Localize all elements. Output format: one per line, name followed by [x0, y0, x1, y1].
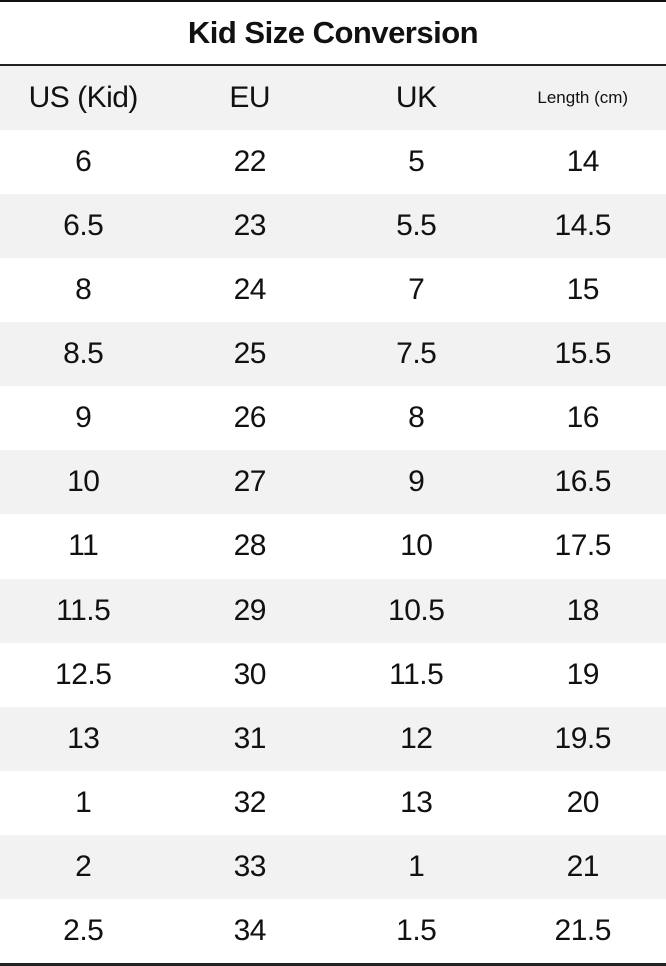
cell-eu: 23: [166, 194, 333, 259]
cell-us: 9: [75, 401, 92, 435]
cell-length: 16: [566, 401, 600, 435]
cell-eu: 30: [233, 657, 267, 691]
cell-us: 13: [0, 706, 167, 771]
title-rule: [0, 64, 666, 66]
cell-eu: 29: [166, 578, 333, 643]
cell-uk: 10: [400, 529, 433, 563]
cell-length: 14: [566, 145, 600, 179]
cell-us: 12.5: [55, 657, 112, 691]
cell-length: 21.5: [554, 913, 612, 947]
cell-length: 14.5: [499, 194, 666, 259]
cell-eu: 34: [233, 913, 267, 947]
header-row: US (Kid) EU UK Length (cm): [0, 66, 666, 131]
cell-us: 8: [75, 273, 92, 307]
chart-title: Kid Size Conversion: [187, 15, 479, 50]
table-row: 13 31 12 19.5: [0, 706, 666, 771]
cell-length: 19: [566, 657, 600, 691]
cell-eu: 26: [233, 401, 267, 435]
table-row: 2.5 34 1.5 21.5: [0, 899, 666, 963]
cell-eu: 25: [166, 322, 333, 387]
cell-eu: 32: [233, 785, 267, 819]
cell-uk: 9: [333, 450, 500, 515]
cell-uk: 10.5: [333, 578, 500, 643]
cell-length: 15: [566, 273, 600, 307]
cell-us: 6: [75, 145, 92, 179]
cell-us: 2: [0, 834, 167, 899]
bottom-rule: [0, 963, 666, 966]
cell-length: 16.5: [499, 450, 666, 515]
header-uk: UK: [333, 66, 500, 131]
cell-eu: 24: [233, 273, 267, 307]
cell-us: 11: [68, 529, 99, 563]
cell-uk: 7: [408, 273, 425, 307]
cell-us: 8.5: [0, 322, 167, 387]
cell-us: 6.5: [0, 194, 167, 259]
cell-uk: 7.5: [333, 322, 500, 387]
cell-us: 1: [75, 785, 92, 819]
table-row: 11.5 29 10.5 18: [0, 578, 666, 643]
table-row: 6 22 5 14: [0, 130, 666, 194]
table-row: 1 32 13 20: [0, 771, 666, 835]
cell-uk: 8: [408, 401, 425, 435]
cell-uk: 5: [408, 145, 425, 179]
table-row: 8.5 25 7.5 15.5: [0, 322, 666, 387]
cell-eu: 22: [233, 145, 267, 179]
cell-length: 21: [499, 834, 666, 899]
table-row: 12.5 30 11.5 19: [0, 643, 666, 707]
cell-uk: 5.5: [333, 194, 500, 259]
cell-length: 19.5: [499, 706, 666, 771]
header-length: Length (cm): [499, 66, 666, 131]
cell-us: 2.5: [63, 913, 104, 947]
cell-eu: 33: [166, 834, 333, 899]
cell-uk: 1.5: [396, 913, 437, 947]
cell-eu: 27: [166, 450, 333, 515]
cell-us: 10: [0, 450, 167, 515]
cell-uk: 11.5: [389, 657, 444, 691]
cell-eu: 28: [233, 529, 267, 563]
cell-length: 17.5: [554, 529, 612, 563]
header-us: US (Kid): [0, 66, 167, 131]
size-table: US (Kid) EU UK Length (cm) 6 22 5 14 6.5 23 5.…: [0, 66, 666, 963]
table-row: 11 28 10 17.5: [0, 514, 666, 578]
table-row: 2 33 1 21: [0, 834, 666, 899]
header-eu: EU: [166, 66, 333, 131]
cell-length: 20: [566, 785, 600, 819]
cell-length: 18: [499, 578, 666, 643]
table-row: 9 26 8 16: [0, 386, 666, 450]
table-row: 6.5 23 5.5 14.5: [0, 194, 666, 259]
cell-eu: 31: [166, 706, 333, 771]
table-row: 8 24 7 15: [0, 258, 666, 322]
cell-uk: 12: [333, 706, 500, 771]
cell-uk: 13: [400, 785, 433, 819]
cell-length: 15.5: [499, 322, 666, 387]
cell-us: 11.5: [0, 578, 167, 643]
cell-uk: 1: [333, 834, 500, 899]
top-rule: [0, 0, 666, 2]
table-row: 10 27 9 16.5: [0, 450, 666, 515]
